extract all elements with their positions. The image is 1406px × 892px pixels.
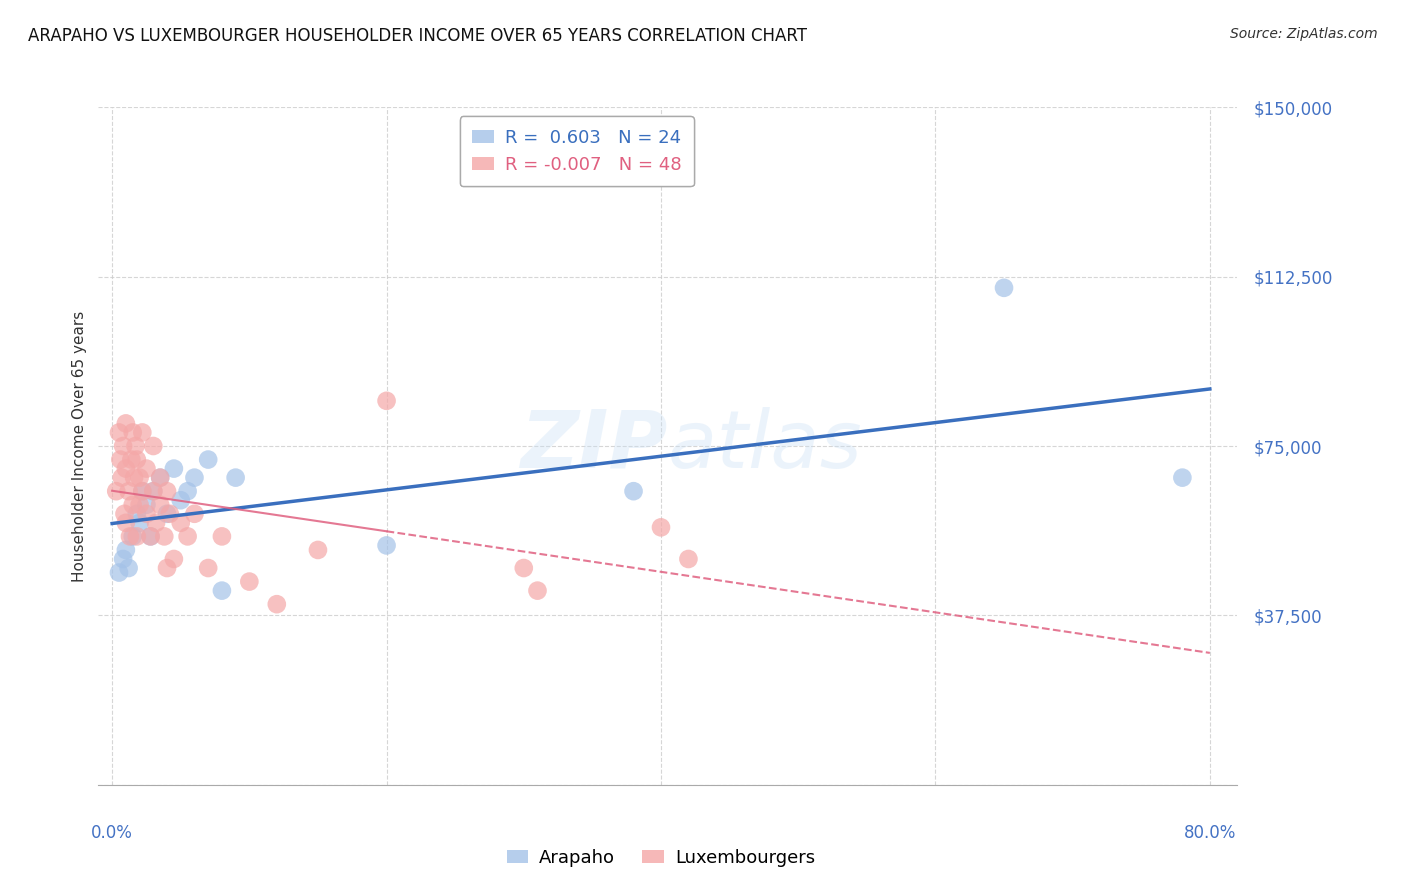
Point: [238, 574, 260, 589]
Point: [117, 561, 139, 575]
Point: [117, 484, 139, 499]
Point: [128, 516, 150, 530]
Point: [111, 470, 134, 484]
Point: [211, 583, 233, 598]
Point: [128, 498, 150, 512]
Point: [225, 470, 247, 484]
Point: [1171, 470, 1194, 484]
Point: [993, 281, 1015, 295]
Legend: Arapaho, Luxembourgers: Arapaho, Luxembourgers: [499, 842, 823, 874]
Point: [307, 543, 329, 558]
Text: 80.0%: 80.0%: [1184, 824, 1236, 842]
Text: 0.0%: 0.0%: [91, 824, 134, 842]
Point: [108, 425, 131, 440]
Point: [375, 538, 398, 552]
Point: [650, 520, 672, 534]
Point: [142, 484, 165, 499]
Point: [115, 417, 138, 431]
Point: [375, 393, 398, 408]
Point: [145, 516, 167, 530]
Point: [156, 507, 179, 521]
Point: [110, 452, 132, 467]
Point: [122, 470, 145, 484]
Point: [105, 484, 128, 499]
Point: [211, 529, 233, 543]
Y-axis label: Householder Income Over 65 years: Householder Income Over 65 years: [72, 310, 87, 582]
Point: [135, 507, 157, 521]
Text: atlas: atlas: [668, 407, 863, 485]
Point: [183, 507, 205, 521]
Text: ZIP: ZIP: [520, 407, 668, 485]
Point: [526, 583, 548, 598]
Point: [121, 529, 143, 543]
Point: [149, 470, 172, 484]
Point: [121, 498, 143, 512]
Point: [139, 529, 162, 543]
Point: [131, 484, 153, 499]
Point: [135, 461, 157, 475]
Point: [170, 516, 193, 530]
Point: [115, 516, 138, 530]
Point: [112, 552, 135, 566]
Point: [125, 507, 148, 521]
Point: [131, 484, 153, 499]
Point: [120, 452, 142, 467]
Legend: R =  0.603   N = 24, R = -0.007   N = 48: R = 0.603 N = 24, R = -0.007 N = 48: [460, 116, 695, 186]
Point: [142, 439, 165, 453]
Point: [153, 529, 176, 543]
Point: [266, 597, 288, 611]
Point: [115, 461, 138, 475]
Text: Source: ZipAtlas.com: Source: ZipAtlas.com: [1230, 27, 1378, 41]
Text: ARAPAHO VS LUXEMBOURGER HOUSEHOLDER INCOME OVER 65 YEARS CORRELATION CHART: ARAPAHO VS LUXEMBOURGER HOUSEHOLDER INCO…: [28, 27, 807, 45]
Point: [623, 484, 645, 499]
Point: [135, 498, 157, 512]
Point: [128, 470, 150, 484]
Point: [125, 529, 148, 543]
Point: [115, 543, 138, 558]
Point: [513, 561, 536, 575]
Point: [183, 470, 205, 484]
Point: [118, 529, 141, 543]
Point: [159, 507, 181, 521]
Point: [176, 484, 198, 499]
Point: [678, 552, 700, 566]
Point: [114, 507, 136, 521]
Point: [139, 529, 162, 543]
Point: [149, 470, 172, 484]
Point: [163, 461, 186, 475]
Point: [170, 493, 193, 508]
Point: [142, 484, 165, 499]
Point: [149, 498, 172, 512]
Point: [197, 561, 219, 575]
Point: [108, 566, 131, 580]
Point: [176, 529, 198, 543]
Point: [121, 425, 143, 440]
Point: [163, 552, 186, 566]
Point: [197, 452, 219, 467]
Point: [125, 452, 148, 467]
Point: [156, 561, 179, 575]
Point: [156, 484, 179, 499]
Point: [131, 425, 153, 440]
Point: [112, 439, 135, 453]
Point: [124, 439, 146, 453]
